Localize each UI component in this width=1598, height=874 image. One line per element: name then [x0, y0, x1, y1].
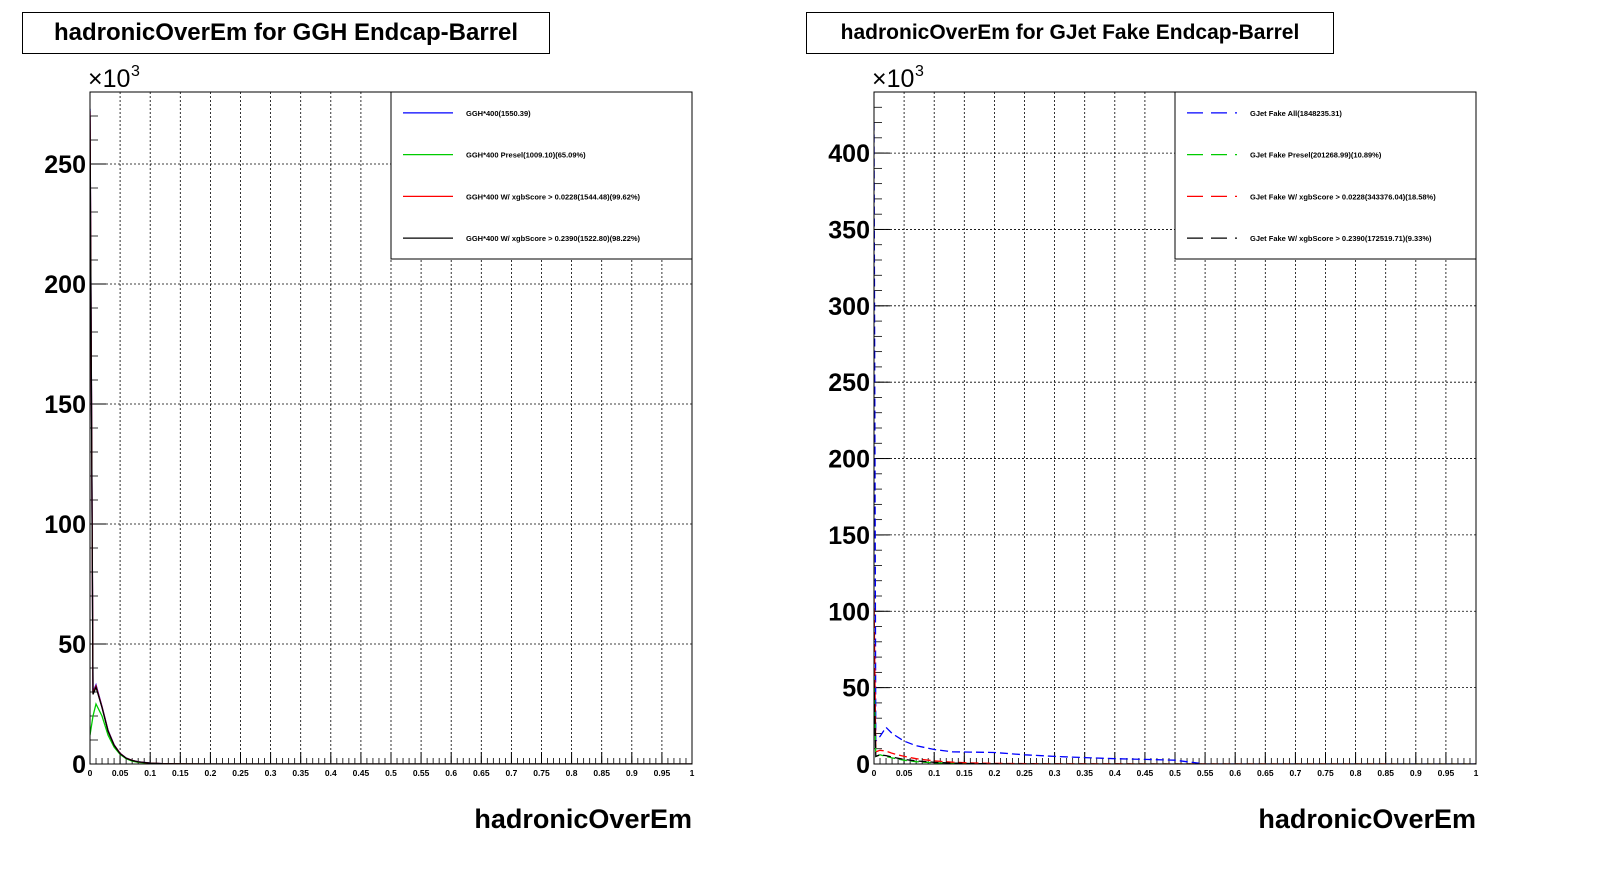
series-line-1: [874, 672, 1476, 764]
x-tick-label: 0.85: [1377, 768, 1394, 778]
x-tick-label: 0.25: [1016, 768, 1033, 778]
legend-box: [1174, 91, 1477, 260]
x-tick-label: 0.85: [593, 768, 610, 778]
y-tick-label: 150: [828, 522, 870, 550]
x-tick-label: 0.4: [1109, 768, 1121, 778]
x-tick-label: 1: [690, 768, 695, 778]
x-tick-label: 0.25: [232, 768, 249, 778]
y-tick-label: 100: [828, 598, 870, 626]
y-tick-label: 350: [828, 216, 870, 244]
y-tick-label: 200: [828, 446, 870, 474]
y-tick-label: 50: [58, 631, 86, 659]
x-tick-label: 0.9: [626, 768, 638, 778]
x-tick-label: 0.45: [1137, 768, 1154, 778]
legend-box: [390, 91, 693, 260]
x-axis-label: hadronicOverEm: [1258, 804, 1476, 834]
x-tick-label: 0.95: [654, 768, 671, 778]
legend-label: GJet Fake W/ xgbScore > 0.2390(172519.71…: [1250, 234, 1432, 243]
y-tick-label: 150: [44, 391, 86, 419]
legend-label: GGH*400(1550.39): [466, 109, 531, 118]
x-tick-label: 0.95: [1438, 768, 1455, 778]
legend-label: GJet Fake Presel(201268.99)(10.89%): [1250, 151, 1382, 160]
x-tick-label: 0.7: [1289, 768, 1301, 778]
x-tick-label: 0.65: [1257, 768, 1274, 778]
x-tick-label: 0.2: [204, 768, 216, 778]
y-tick-label: 0: [856, 751, 870, 779]
chart-panel-0: 0 0.05 0.1 0.15 0.2 0.25 0.3 0.35 0.4 0.45 0.5 0.55…: [44, 63, 694, 834]
x-tick-label: 0.45: [353, 768, 370, 778]
legend-label: GGH*400 Presel(1009.10)(65.09%): [466, 151, 586, 160]
x-tick-label: 0.35: [292, 768, 309, 778]
x-tick-label: 0.15: [956, 768, 973, 778]
x-tick-label: 0.75: [1317, 768, 1334, 778]
x-tick-label: 0.9: [1410, 768, 1422, 778]
series-line-2: [874, 595, 1476, 764]
y-scale-label: ×10: [872, 65, 914, 93]
y-tick-label: 300: [828, 293, 870, 321]
x-tick-label: 1: [1474, 768, 1479, 778]
y-tick-label: 250: [44, 151, 86, 179]
x-tick-label: 0.3: [1049, 768, 1061, 778]
x-tick-label: 0.8: [566, 768, 578, 778]
x-tick-label: 0.05: [112, 768, 129, 778]
x-tick-label: 0.35: [1076, 768, 1093, 778]
x-tick-label: 0: [872, 768, 877, 778]
x-tick-label: 0.75: [533, 768, 550, 778]
x-tick-label: 0.05: [896, 768, 913, 778]
x-tick-label: 0.6: [445, 768, 457, 778]
x-tick-label: 0.2: [988, 768, 1000, 778]
legend-label: GJet Fake W/ xgbScore > 0.0228(343376.04…: [1250, 192, 1436, 201]
legend-label: GGH*400 W/ xgbScore > 0.2390(1522.80)(98…: [466, 234, 641, 243]
y-tick-label: 400: [828, 140, 870, 168]
x-tick-label: 0.8: [1350, 768, 1362, 778]
y-tick-label: 250: [828, 369, 870, 397]
y-scale-exponent: 3: [915, 63, 924, 80]
legend-label: GJet Fake All(1848235.31): [1250, 109, 1342, 118]
x-tick-label: 0.5: [1169, 768, 1181, 778]
x-tick-label: 0.7: [505, 768, 517, 778]
y-tick-label: 0: [72, 751, 86, 779]
x-axis-label: hadronicOverEm: [474, 804, 692, 834]
y-scale-label: ×10: [88, 65, 130, 93]
x-tick-label: 0.4: [325, 768, 337, 778]
x-tick-label: 0.55: [413, 768, 430, 778]
y-tick-label: 50: [842, 675, 870, 703]
y-scale-exponent: 3: [131, 63, 140, 80]
x-tick-label: 0.5: [385, 768, 397, 778]
x-tick-label: 0.3: [265, 768, 277, 778]
x-tick-label: 0: [88, 768, 93, 778]
chart-title-right: hadronicOverEm for GJet Fake Endcap-Barr…: [806, 12, 1334, 54]
legend-label: GGH*400 W/ xgbScore > 0.0228(1544.48)(99…: [466, 192, 641, 201]
x-tick-label: 0.15: [172, 768, 189, 778]
x-tick-label: 0.6: [1229, 768, 1241, 778]
x-tick-label: 0.1: [144, 768, 156, 778]
x-tick-label: 0.55: [1197, 768, 1214, 778]
x-tick-label: 0.65: [473, 768, 490, 778]
series-line-0: [874, 122, 1476, 764]
chart-panel-1: 0 0.05 0.1 0.15 0.2 0.25 0.3 0.35 0.4 0.45 0.5 0.55…: [828, 63, 1478, 834]
y-tick-label: 200: [44, 271, 86, 299]
y-tick-label: 100: [44, 511, 86, 539]
chart-title-left: hadronicOverEm for GGH Endcap-Barrel: [22, 12, 550, 54]
x-tick-label: 0.1: [928, 768, 940, 778]
